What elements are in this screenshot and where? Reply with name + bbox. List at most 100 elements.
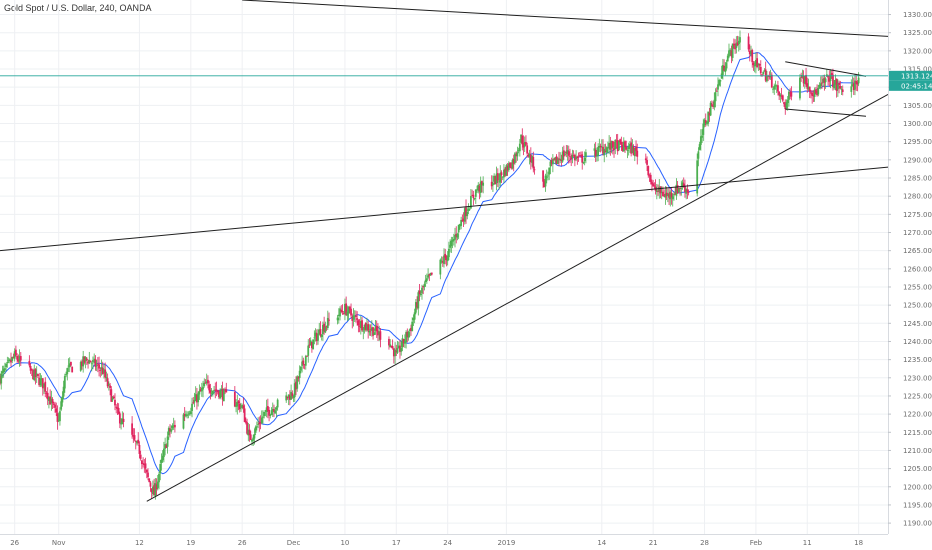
candle-body	[154, 483, 157, 497]
candle-body	[614, 139, 617, 149]
candle-body	[293, 383, 296, 398]
candle-body	[676, 185, 679, 193]
candle-body	[500, 172, 503, 176]
candle-body	[773, 85, 776, 90]
candle-body	[827, 75, 829, 78]
candle-body	[262, 416, 264, 418]
y-tick-label: 1215.000	[903, 429, 932, 437]
y-tick-label: 1230.000	[903, 374, 932, 382]
candle-body	[598, 145, 601, 148]
candle-body	[290, 392, 293, 400]
candle-body	[835, 78, 838, 91]
candle-body	[100, 367, 103, 370]
trendline[interactable]	[785, 61, 867, 77]
candle-body	[635, 146, 637, 151]
candle-body	[336, 317, 339, 321]
candle-body	[350, 308, 352, 316]
candle-body	[841, 89, 844, 92]
candle-body	[66, 368, 69, 375]
candle-body	[375, 326, 378, 332]
candle-body	[482, 182, 485, 186]
x-axis[interactable]: 26 Nov 12 19 26 Dec 10 17 24 2019 14 21 28 Feb 11 18	[0, 534, 888, 548]
trendline[interactable]	[242, 0, 889, 37]
candle-body	[402, 339, 405, 344]
y-tick-label: 1325.000	[903, 29, 932, 37]
candle-body	[358, 325, 361, 327]
candle-body	[94, 359, 97, 367]
candle-body	[631, 145, 634, 153]
candle-body	[248, 429, 251, 436]
candle-body	[780, 95, 783, 97]
trendline[interactable]	[785, 108, 867, 117]
candle-body	[597, 147, 600, 156]
candle-body	[132, 435, 135, 437]
candle-body	[361, 320, 363, 331]
candle-body	[555, 156, 558, 164]
candle-body	[492, 183, 494, 186]
candle-body	[581, 154, 584, 163]
candle-body	[445, 255, 448, 261]
candle-body	[345, 303, 348, 315]
candle-body	[301, 361, 304, 366]
candle-body	[852, 83, 855, 91]
trendline[interactable]	[146, 94, 889, 502]
candle-body	[410, 327, 412, 332]
y-axis[interactable]: 1190.000 1195.000 1200.000 1205.000 1210.000…	[888, 0, 932, 550]
candle-body	[142, 462, 145, 464]
candle-body	[143, 463, 146, 466]
candle-body	[19, 356, 22, 361]
candle-body	[33, 369, 36, 381]
candle-body	[533, 169, 536, 171]
candle-body	[764, 69, 767, 81]
candle-body	[106, 378, 109, 387]
candle-body	[583, 157, 586, 162]
ma-line	[0, 52, 859, 475]
candle-body	[320, 334, 323, 337]
candle-body	[308, 344, 311, 346]
candle-body	[575, 156, 577, 160]
candle-body	[163, 448, 165, 458]
candle-body	[670, 192, 673, 198]
candle-body	[263, 411, 266, 417]
candle-body	[396, 347, 399, 353]
candle-body	[79, 362, 82, 371]
candle-body	[528, 153, 531, 158]
candle-body	[624, 141, 626, 148]
candle-body	[551, 159, 554, 165]
candle-body	[18, 356, 21, 362]
candle-body	[287, 394, 290, 398]
candle-body	[786, 99, 789, 104]
candle-body	[392, 348, 395, 357]
candle-body	[264, 410, 267, 412]
candle-body	[762, 71, 765, 75]
candle-body	[659, 186, 662, 194]
y-tick-label: 1270.000	[903, 229, 932, 237]
trendline[interactable]	[0, 166, 889, 252]
candle-body	[418, 290, 421, 295]
candle-body	[194, 394, 197, 401]
candle-body	[715, 90, 718, 92]
candle-body	[311, 341, 313, 349]
candle-body	[603, 148, 606, 156]
y-tick-label: 1290.000	[903, 156, 932, 164]
candle-body	[707, 111, 710, 124]
candle-body	[366, 325, 368, 331]
candle-body	[476, 189, 478, 191]
candle-body	[257, 424, 259, 425]
candle-body	[271, 408, 274, 411]
candle-body	[34, 369, 37, 378]
candle-body	[823, 78, 826, 83]
candle-body	[818, 84, 821, 88]
candle-body	[406, 331, 409, 337]
candle-body	[516, 152, 519, 157]
candle-body	[545, 176, 548, 178]
candle-body	[50, 398, 53, 404]
candle-body	[8, 359, 11, 361]
candle-body	[474, 189, 477, 197]
candle-body	[769, 75, 772, 78]
candle-body	[558, 158, 560, 160]
candle-body	[461, 220, 464, 221]
candle-body	[471, 195, 474, 197]
candle-body	[390, 345, 393, 347]
